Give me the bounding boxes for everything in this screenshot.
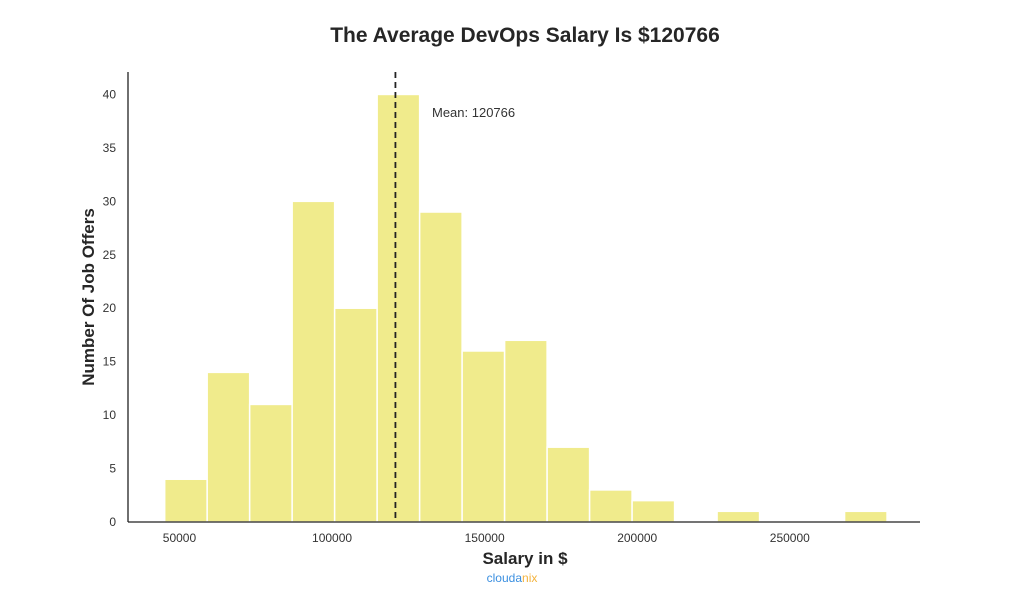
histogram-bar: [588, 489, 633, 523]
y-tick-label: 25: [103, 248, 117, 262]
x-axis-label: Salary in $: [482, 549, 568, 568]
histogram-bar: [716, 510, 761, 523]
histogram-bar: [291, 200, 336, 523]
x-tick-label: 200000: [617, 531, 657, 545]
y-tick-label: 35: [103, 141, 117, 155]
histogram-bar: [843, 510, 888, 523]
y-tick-label: 20: [103, 301, 117, 315]
x-tick-label: 50000: [163, 531, 197, 545]
histogram-bar: [461, 350, 506, 523]
histogram-bar: [546, 446, 591, 523]
mean-annotation: Mean: 120766: [432, 105, 515, 120]
y-tick-label: 30: [103, 194, 117, 208]
x-tick-label: 250000: [770, 531, 810, 545]
histogram-bar: [631, 499, 676, 523]
y-tick-label: 15: [103, 355, 117, 369]
x-tick-label: 150000: [465, 531, 505, 545]
histogram-bar: [206, 371, 251, 523]
histogram-bar: [376, 93, 421, 523]
chart-title: The Average DevOps Salary Is $120766: [330, 24, 720, 47]
y-tick-label: 5: [109, 462, 116, 476]
x-tick-label: 100000: [312, 531, 352, 545]
histogram-bar: [248, 403, 293, 523]
histogram-bar: [503, 339, 548, 523]
histogram-bar: [418, 211, 463, 523]
y-tick-label: 10: [103, 408, 117, 422]
histogram-bar: [333, 307, 378, 523]
y-axis-label: Number Of Job Offers: [79, 208, 98, 386]
y-tick-label: 40: [103, 87, 117, 101]
y-tick-label: 0: [109, 515, 116, 529]
histogram-bar: [163, 478, 208, 523]
cloudanix-logo: cloudanix: [486, 571, 538, 585]
